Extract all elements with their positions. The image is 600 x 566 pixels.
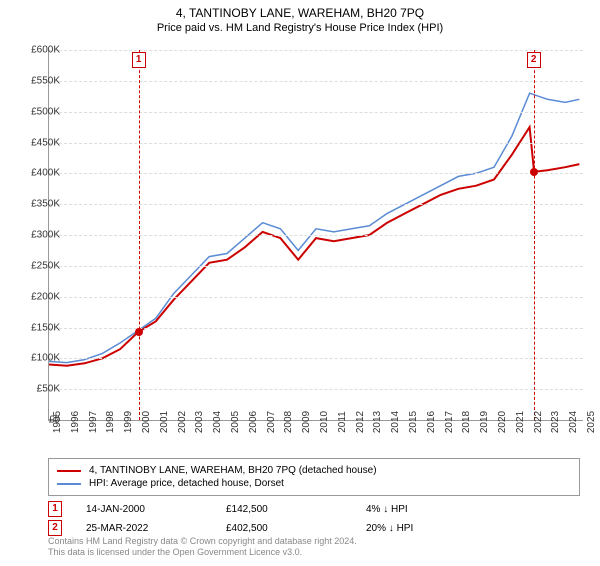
x-axis-label: 2013	[372, 411, 383, 433]
x-axis-label: 2006	[248, 411, 259, 433]
y-axis-label: £100K	[14, 353, 60, 364]
x-axis-label: 2014	[390, 411, 401, 433]
legend-swatch	[57, 470, 81, 472]
gridline	[49, 112, 583, 113]
x-axis-label: 2012	[355, 411, 366, 433]
gridline	[49, 266, 583, 267]
transaction-row: 2 25-MAR-2022£402,50020% ↓ HPI	[48, 520, 580, 536]
transaction-date: 14-JAN-2000	[86, 504, 226, 515]
x-axis-label: 2023	[550, 411, 561, 433]
y-axis-label: £200K	[14, 291, 60, 302]
gridline	[49, 389, 583, 390]
gridline	[49, 204, 583, 205]
y-axis-label: £50K	[14, 384, 60, 395]
transaction-price: £142,500	[226, 504, 366, 515]
marker-dot	[135, 328, 143, 336]
legend-label: HPI: Average price, detached house, Dors…	[89, 478, 284, 489]
x-axis-label: 2017	[444, 411, 455, 433]
x-axis-label: 2004	[212, 411, 223, 433]
y-axis-label: £550K	[14, 75, 60, 86]
x-axis-label: 2019	[479, 411, 490, 433]
marker-vline	[139, 50, 140, 420]
marker-box: 1	[132, 52, 146, 68]
x-axis-label: 1995	[52, 411, 63, 433]
x-axis-label: 2018	[461, 411, 472, 433]
transaction-diff: 4% ↓ HPI	[366, 504, 486, 515]
chart-container: 4, TANTINOBY LANE, WAREHAM, BH20 7PQ Pri…	[0, 6, 600, 566]
x-axis-label: 2022	[533, 411, 544, 433]
gridline	[49, 328, 583, 329]
gridline	[49, 235, 583, 236]
legend-swatch	[57, 483, 81, 485]
legend-label: 4, TANTINOBY LANE, WAREHAM, BH20 7PQ (de…	[89, 465, 377, 476]
chart-subtitle: Price paid vs. HM Land Registry's House …	[0, 22, 600, 34]
x-axis-label: 2009	[301, 411, 312, 433]
footer-line-1: Contains HM Land Registry data © Crown c…	[48, 536, 580, 547]
y-axis-label: £350K	[14, 199, 60, 210]
x-axis-label: 2011	[337, 411, 348, 433]
x-axis-label: 2020	[497, 411, 508, 433]
y-axis-label: £500K	[14, 106, 60, 117]
chart-title: 4, TANTINOBY LANE, WAREHAM, BH20 7PQ	[0, 6, 600, 20]
gridline	[49, 143, 583, 144]
y-axis-label: £150K	[14, 322, 60, 333]
x-axis-label: 2021	[515, 411, 526, 433]
transaction-diff: 20% ↓ HPI	[366, 523, 486, 534]
x-axis-label: 2005	[230, 411, 241, 433]
series-property	[49, 127, 579, 366]
x-axis-label: 1997	[88, 411, 99, 433]
plot-area: 12	[48, 50, 583, 421]
y-axis-label: £300K	[14, 230, 60, 241]
x-axis-label: 2001	[159, 411, 170, 433]
transaction-marker: 1	[48, 501, 62, 517]
transaction-table: 1 14-JAN-2000£142,5004% ↓ HPI 2 25-MAR-2022…	[48, 498, 580, 539]
series-hpi	[49, 93, 579, 362]
transaction-price: £402,500	[226, 523, 366, 534]
x-axis-label: 1999	[123, 411, 134, 433]
gridline	[49, 358, 583, 359]
transaction-marker: 2	[48, 520, 62, 536]
transaction-row: 1 14-JAN-2000£142,5004% ↓ HPI	[48, 501, 580, 517]
x-axis-label: 2015	[408, 411, 419, 433]
x-axis-label: 2008	[283, 411, 294, 433]
footer-text: Contains HM Land Registry data © Crown c…	[48, 536, 580, 558]
marker-vline	[534, 50, 535, 420]
gridline	[49, 81, 583, 82]
legend-row: HPI: Average price, detached house, Dors…	[57, 478, 571, 489]
y-axis-label: £250K	[14, 260, 60, 271]
marker-box: 2	[527, 52, 541, 68]
x-axis-label: 2016	[426, 411, 437, 433]
gridline	[49, 173, 583, 174]
legend-box: 4, TANTINOBY LANE, WAREHAM, BH20 7PQ (de…	[48, 458, 580, 496]
gridline	[49, 297, 583, 298]
y-axis-label: £400K	[14, 168, 60, 179]
x-axis-label: 1996	[70, 411, 81, 433]
x-axis-label: 2002	[177, 411, 188, 433]
x-axis-label: 2024	[568, 411, 579, 433]
footer-line-2: This data is licensed under the Open Gov…	[48, 547, 580, 558]
transaction-date: 25-MAR-2022	[86, 523, 226, 534]
x-axis-label: 2007	[266, 411, 277, 433]
x-axis-label: 2003	[194, 411, 205, 433]
marker-dot	[530, 168, 538, 176]
legend-row: 4, TANTINOBY LANE, WAREHAM, BH20 7PQ (de…	[57, 465, 571, 476]
y-axis-label: £600K	[14, 45, 60, 56]
gridline	[49, 50, 583, 51]
x-axis-label: 2010	[319, 411, 330, 433]
x-axis-label: 2025	[586, 411, 597, 433]
y-axis-label: £450K	[14, 137, 60, 148]
x-axis-label: 2000	[141, 411, 152, 433]
x-axis-label: 1998	[105, 411, 116, 433]
